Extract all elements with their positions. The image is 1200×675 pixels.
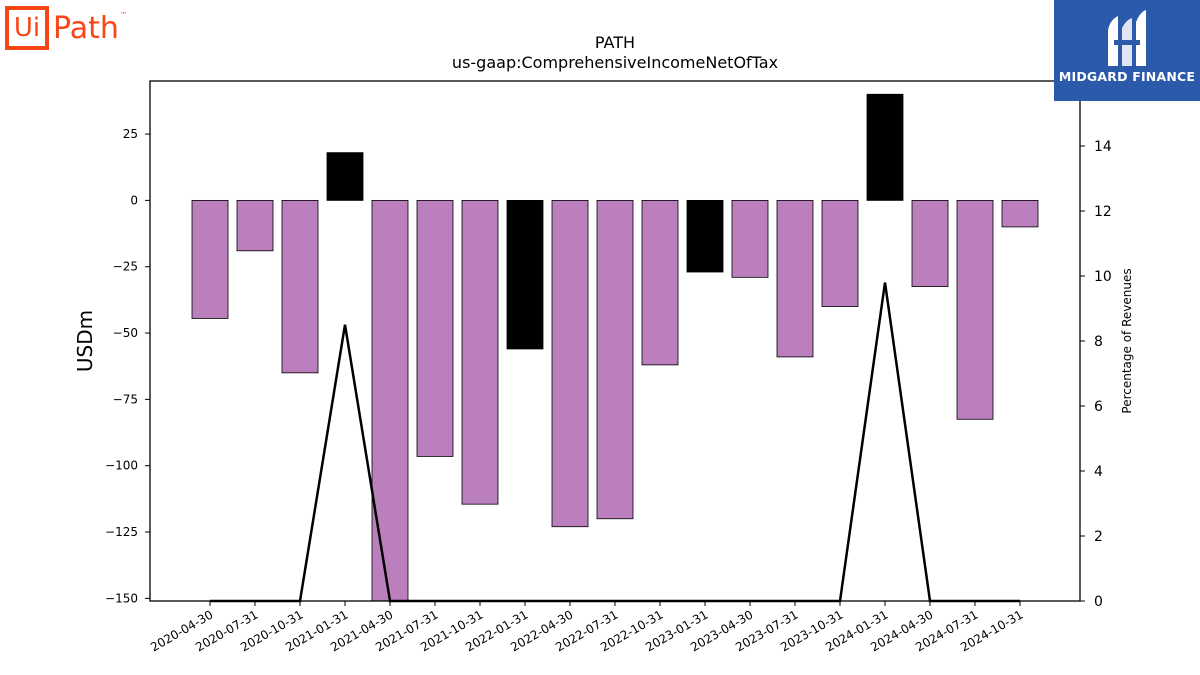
bar-2020-07-31 (236, 199, 274, 252)
midgard-logo-text: MIDGARD FINANCE (1058, 69, 1196, 84)
y2-tick-label: 10 (1094, 269, 1112, 285)
bar-2021-10-31 (461, 199, 499, 505)
y-axis: 25 0 −25 −50 −75 −100 −125 −150 (105, 127, 150, 605)
y-tick-label: −100 (105, 459, 138, 473)
y2-axis: 0246810121416 (1080, 74, 1112, 610)
bar-2020-04-30 (191, 199, 229, 319)
y2-tick-label: 0 (1094, 594, 1103, 610)
y2-tick-label: 2 (1094, 529, 1103, 545)
bar-2023-01-31 (686, 199, 724, 273)
y2-tick-label: 4 (1094, 464, 1103, 480)
y2-tick-label: 8 (1094, 334, 1103, 350)
bar-2022-04-30 (551, 199, 589, 528)
bar-2023-10-31 (821, 199, 859, 307)
y-tick-label: −50 (113, 326, 138, 340)
y2-tick-label: 12 (1094, 204, 1112, 220)
x-axis: 2020-04-302020-07-312020-10-312021-01-31… (148, 601, 1026, 654)
y-tick-label: −25 (113, 260, 138, 274)
y-tick-label: 0 (130, 193, 138, 207)
bar-2021-04-30 (371, 199, 409, 602)
y-axis-label: USDm (73, 310, 97, 372)
chart-title: PATH (595, 33, 635, 52)
y-tick-label: −75 (113, 392, 138, 406)
bar-2021-01-31 (326, 152, 364, 201)
midgard-mark-icon (1108, 10, 1146, 66)
chart-subtitle: us-gaap:ComprehensiveIncomeNetOfTax (452, 53, 778, 72)
bar-2020-10-31 (281, 199, 319, 374)
bar-2023-07-31 (776, 199, 814, 358)
bar-2023-04-30 (731, 199, 769, 278)
y2-tick-label: 6 (1094, 399, 1103, 415)
bar-2022-07-31 (596, 199, 634, 520)
y2-axis-label: Percentage of Revenues (1120, 268, 1134, 413)
bar-2024-01-31 (866, 93, 904, 201)
uipath-logo-text: Path (53, 10, 119, 46)
y-tick-label: 25 (123, 127, 138, 141)
bar-2024-10-31 (1001, 199, 1039, 228)
uipath-logo: Ui Path ™ (5, 5, 127, 51)
bar-2024-04-30 (911, 199, 949, 288)
bar-2022-01-31 (506, 199, 544, 350)
uipath-logo-tm: ™ (119, 11, 127, 19)
midgard-finance-logo: MIDGARD FINANCE (1054, 0, 1200, 101)
y-tick-label: −150 (105, 591, 138, 605)
bar-2024-07-31 (956, 199, 994, 420)
y2-tick-label: 14 (1094, 139, 1112, 155)
bars-layer (191, 93, 1039, 602)
bar-2021-07-31 (416, 199, 454, 457)
uipath-logo-box: Ui (5, 6, 49, 50)
bar-2022-10-31 (641, 199, 679, 366)
y-tick-label: −125 (105, 525, 138, 539)
